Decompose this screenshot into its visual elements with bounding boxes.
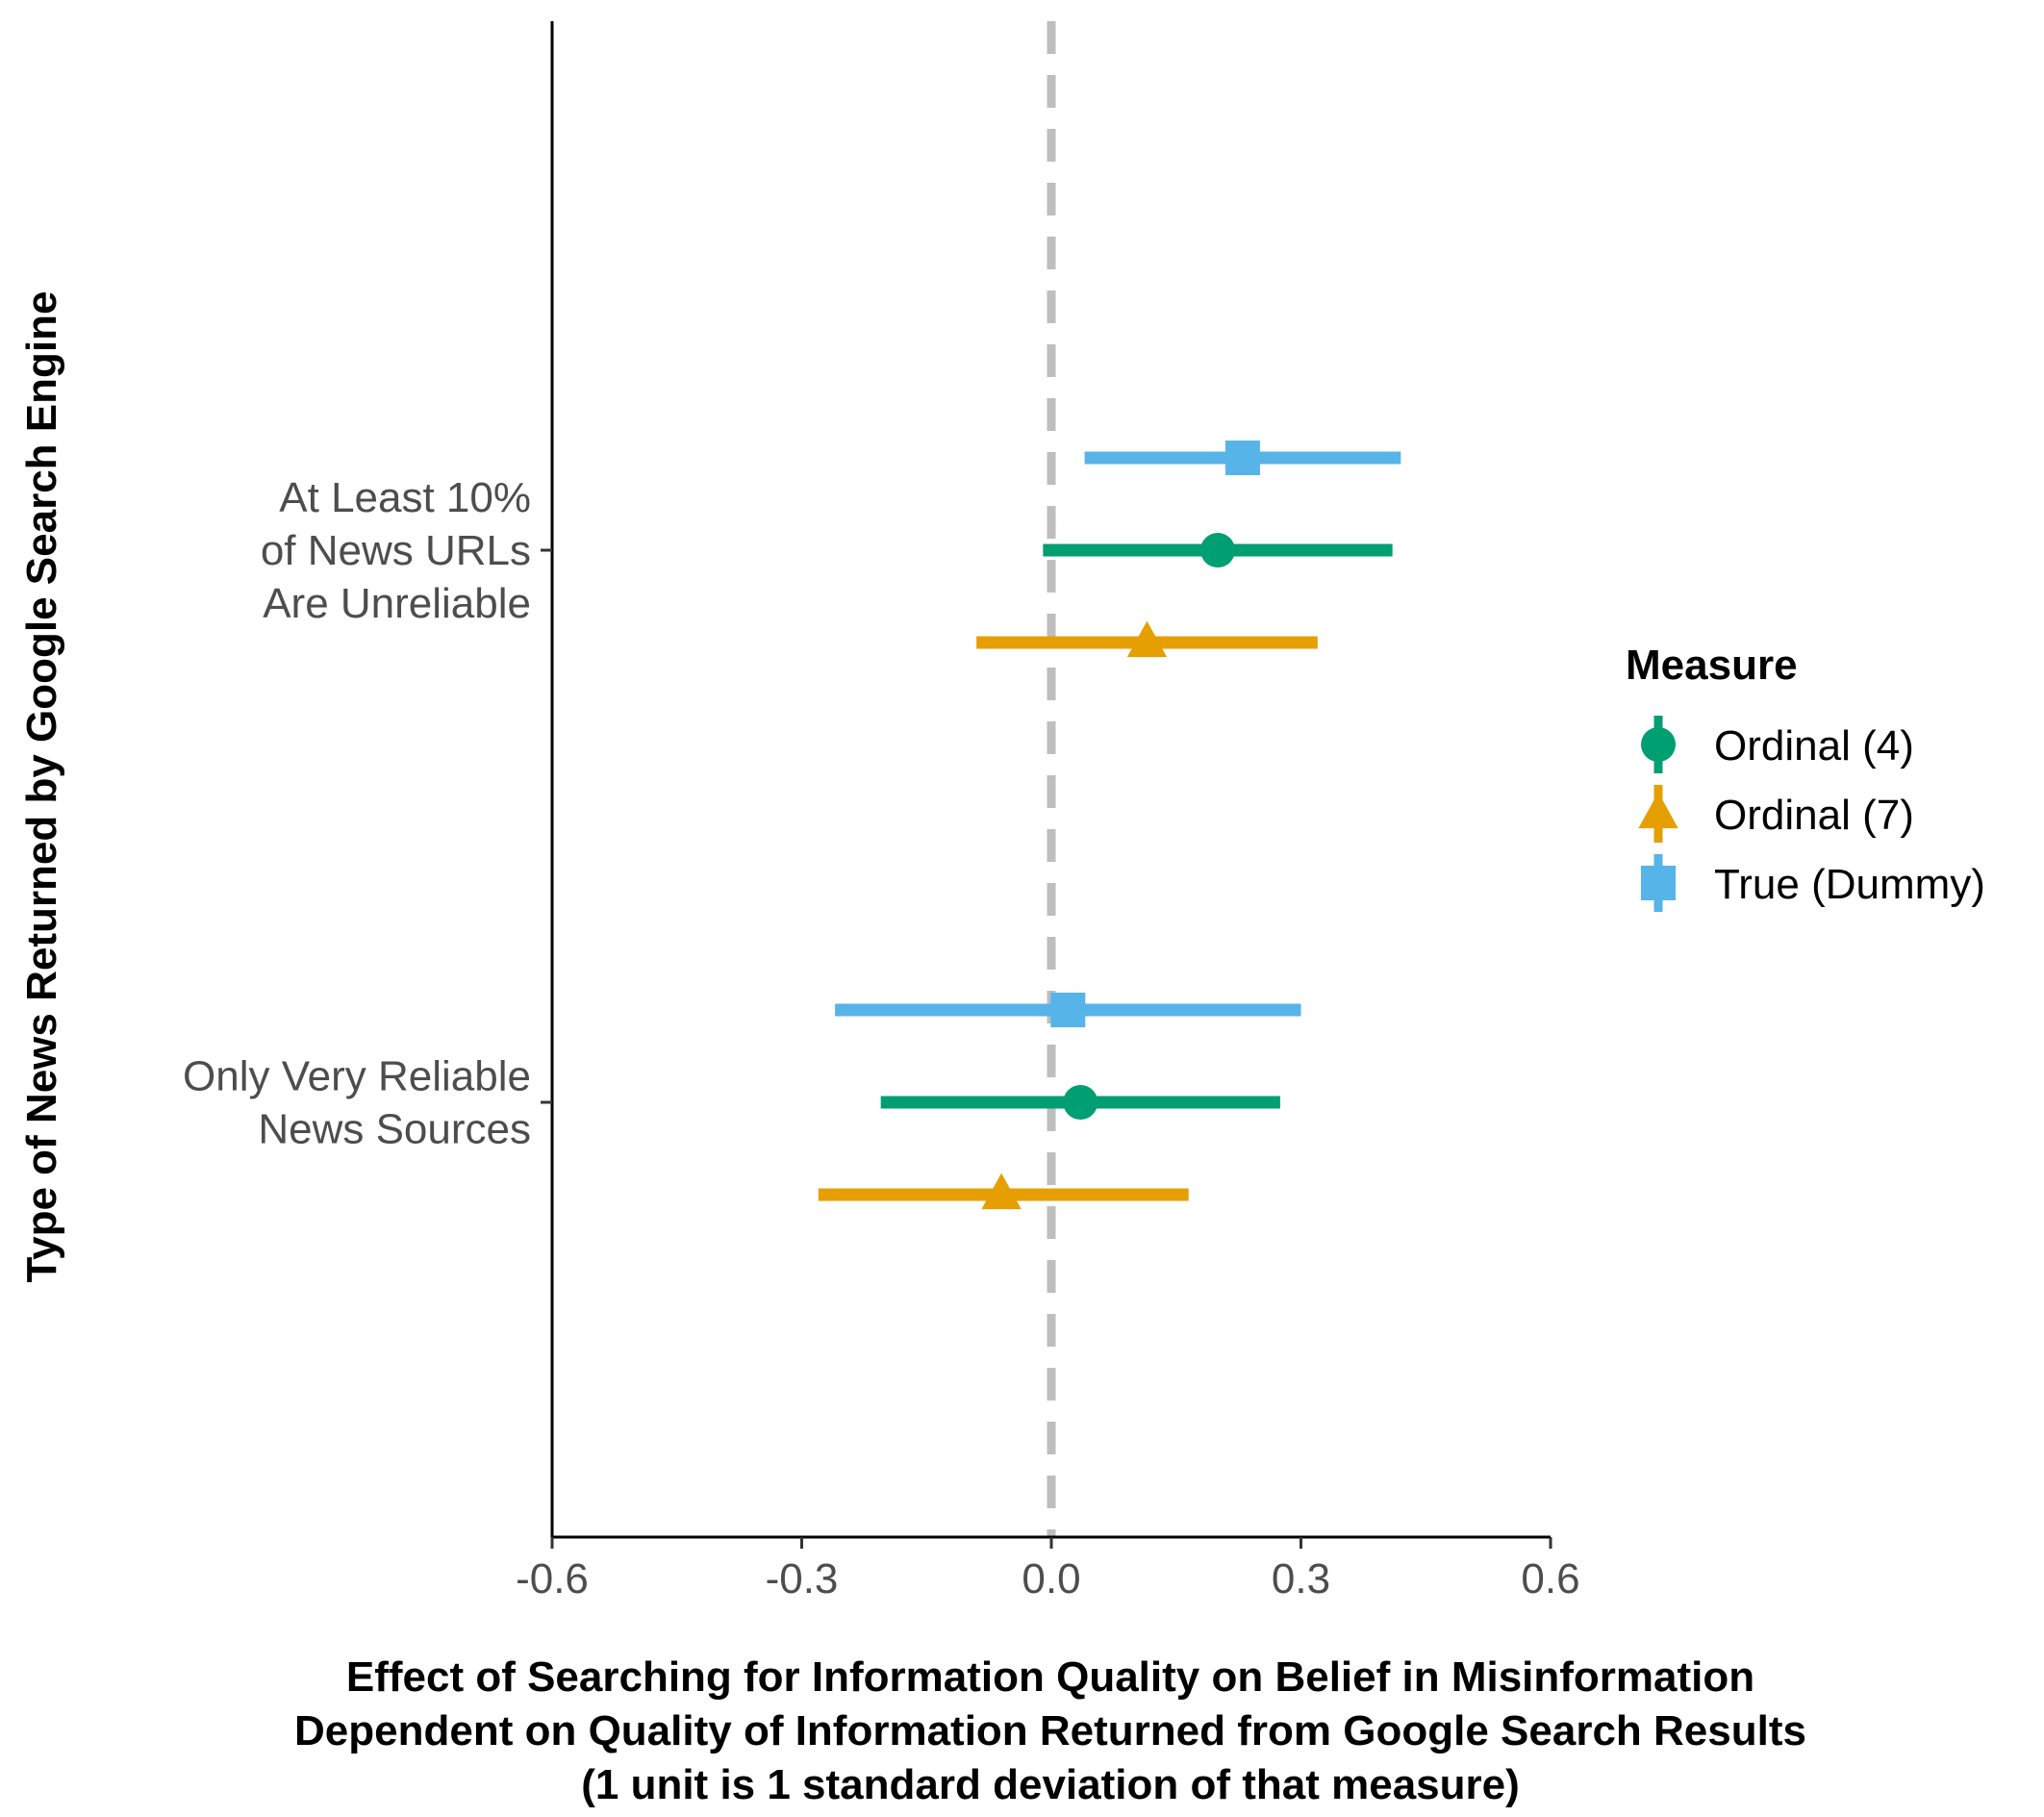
x-tick-label: 0.3 [1272, 1555, 1330, 1602]
x-tick-labels: -0.6 -0.3 0.0 0.3 0.6 [516, 1555, 1580, 1602]
legend-label: Ordinal (4) [1714, 722, 1914, 770]
point-estimate-marker [1224, 441, 1260, 475]
x-tick-label: 0.6 [1521, 1555, 1579, 1602]
legend-key-marker [1641, 866, 1676, 900]
y-tick-label: Are Unreliable [263, 580, 531, 627]
legend-item: Ordinal (4) [1641, 716, 1914, 773]
y-axis-title: Type of News Returned by Google Search E… [18, 291, 65, 1283]
y-tick-labels: Only Very Reliable News Sources At Least 1… [183, 474, 531, 1153]
x-axis-title-line: Dependent on Quality of Information Retu… [294, 1707, 1806, 1754]
y-tick-label: of News URLs [261, 527, 531, 574]
x-tick-label: -0.6 [516, 1555, 589, 1602]
y-tick-label: News Sources [258, 1106, 531, 1153]
y-tick-label: Only Very Reliable [183, 1053, 531, 1100]
legend: Measure Ordinal (4) Ordinal (7) True (Dummy… [1626, 642, 1985, 912]
point-estimate-marker [1126, 620, 1168, 658]
legend-label: True (Dummy) [1714, 861, 1985, 908]
x-tick-label: 0.0 [1022, 1555, 1080, 1602]
legend-item: Ordinal (7) [1638, 785, 1914, 843]
x-axis-title-line: Effect of Searching for Information Qual… [346, 1653, 1754, 1701]
point-estimate-marker [1063, 1085, 1098, 1120]
axes [541, 21, 1552, 1549]
legend-title: Measure [1626, 642, 1798, 689]
point-estimate-marker [1200, 533, 1235, 568]
legend-item: True (Dummy) [1641, 854, 1985, 912]
point-estimate-marker [981, 1173, 1022, 1210]
x-tick-label: -0.3 [766, 1555, 839, 1602]
legend-label: Ordinal (7) [1714, 792, 1914, 839]
y-tick-label: At Least 10% [279, 474, 531, 521]
x-axis-title: Effect of Searching for Information Qual… [294, 1653, 1806, 1808]
point-estimate-marker [1050, 993, 1086, 1027]
x-axis-title-line: (1 unit is 1 standard deviation of that … [581, 1761, 1520, 1808]
data-marks [818, 441, 1401, 1210]
legend-key-marker [1638, 792, 1678, 829]
legend-key-marker [1641, 727, 1676, 762]
